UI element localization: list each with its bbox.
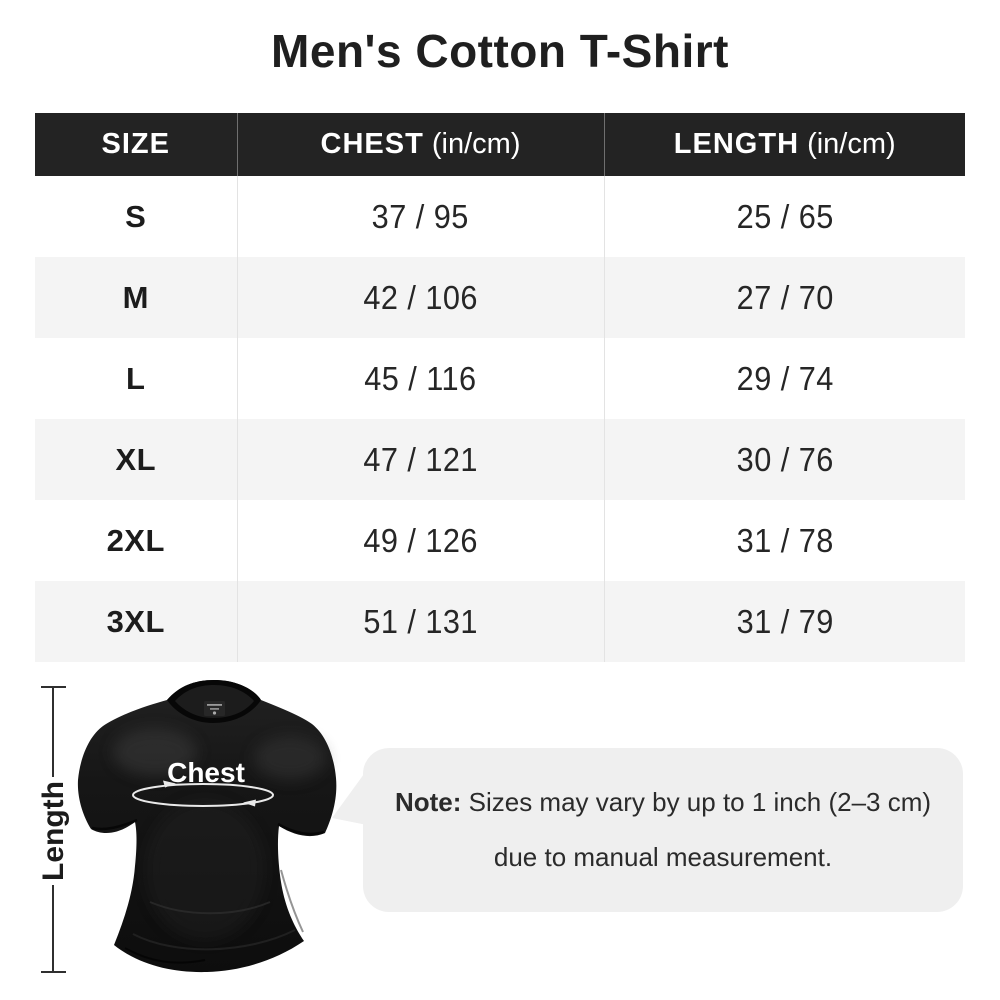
left-sleeve-seam — [91, 818, 138, 831]
neck-label-text — [207, 704, 222, 706]
arrow-right-icon — [163, 780, 176, 788]
note-bubble-tail — [332, 774, 367, 825]
size-value: L — [126, 360, 146, 396]
note-label: Note: — [394, 787, 462, 817]
header-size: SIZE — [35, 113, 237, 176]
header-chest-suffix: (in/cm) — [423, 128, 521, 160]
header-chest-label: CHEST — [320, 128, 424, 160]
neck-label-text — [210, 708, 219, 710]
chest-value: 42 / 106 — [363, 278, 478, 316]
length-dimension-line-lower — [52, 885, 54, 972]
header-length-suffix: (in/cm) — [799, 128, 896, 160]
chest-value: 37 / 95 — [371, 197, 470, 235]
tshirt-graphic: Chest — [77, 680, 337, 973]
shoulder-highlight — [254, 736, 326, 780]
shoulder-highlight — [113, 728, 197, 776]
tshirt-image: Chest — [55, 670, 355, 1000]
header-length-label: LENGTH — [673, 128, 800, 160]
length-value: 31 / 79 — [736, 602, 834, 640]
length-value: 29 / 74 — [736, 359, 834, 397]
note-line-1: Note: Sizes may vary by up to 1 inch (2–… — [395, 787, 931, 818]
size-value: XL — [115, 441, 157, 477]
table-row: 2XL 49 / 126 31 / 78 — [35, 500, 965, 581]
page-title: Men's Cotton T-Shirt — [271, 25, 729, 77]
header-size-label: SIZE — [101, 128, 170, 160]
size-value: M — [122, 279, 149, 315]
chest-value: 45 / 116 — [364, 359, 477, 397]
wrinkle — [149, 901, 271, 915]
wrinkle — [132, 929, 296, 951]
length-value: 31 / 78 — [736, 521, 834, 559]
chest-measure-ellipse — [132, 783, 274, 807]
size-value: 3XL — [106, 603, 165, 639]
body-highlight — [145, 800, 265, 940]
table-row: S 37 / 95 25 / 65 — [35, 176, 965, 257]
header-chest: CHEST (in/cm) — [236, 113, 604, 176]
chest-label: Chest — [167, 757, 245, 788]
note-text-1: Sizes may vary by up to 1 inch (2–3 cm) — [461, 787, 932, 817]
arrow-left-icon — [243, 799, 256, 807]
size-table: SIZE CHEST (in/cm) LENGTH (in/cm) S 37 /… — [35, 113, 965, 662]
size-value: 2XL — [106, 522, 165, 558]
wrinkle — [280, 869, 304, 933]
chest-value: 49 / 126 — [363, 521, 478, 559]
length-value: 27 / 70 — [736, 278, 834, 316]
table-row: XL 47 / 121 30 / 76 — [35, 419, 965, 500]
length-dimension-line-upper — [52, 687, 54, 777]
wrinkle — [124, 947, 206, 964]
note-bubble: Note: Sizes may vary by up to 1 inch (2–… — [363, 748, 963, 912]
note-line-2: due to manual measurement. — [493, 842, 833, 872]
chest-value: 51 / 131 — [363, 602, 478, 640]
chest-value: 47 / 121 — [363, 440, 478, 478]
length-dimension-cap-bottom — [41, 971, 66, 973]
table-row: L 45 / 116 29 / 74 — [35, 338, 965, 419]
right-sleeve-seam — [277, 822, 325, 836]
table-header-row: SIZE CHEST (in/cm) LENGTH (in/cm) — [35, 113, 965, 176]
neck-label-logo — [212, 711, 217, 715]
table-row: M 42 / 106 27 / 70 — [35, 257, 965, 338]
table-row: 3XL 51 / 131 31 / 79 — [35, 581, 965, 662]
size-value: S — [125, 198, 147, 234]
header-length: LENGTH (in/cm) — [603, 113, 965, 176]
length-value: 30 / 76 — [736, 440, 834, 478]
length-value: 25 / 65 — [736, 197, 834, 235]
